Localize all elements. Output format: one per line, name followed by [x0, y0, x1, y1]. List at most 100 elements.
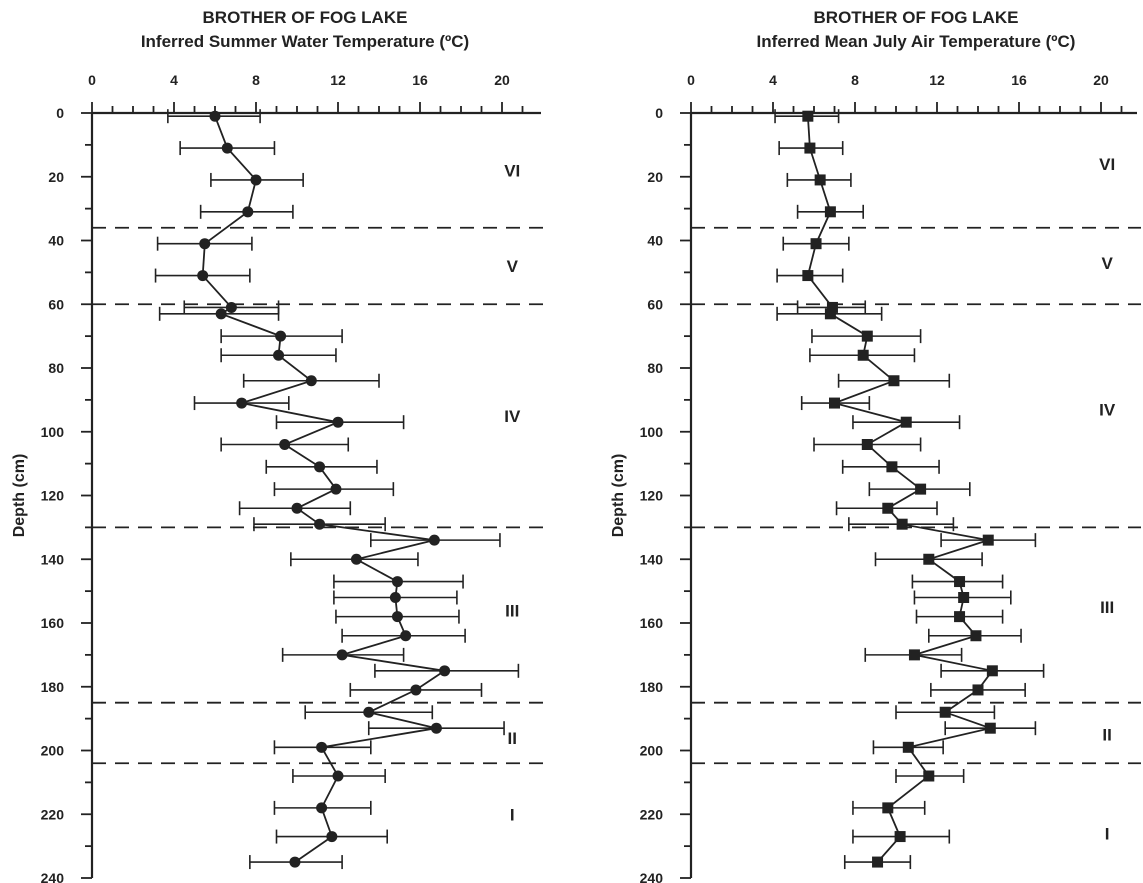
x-tick-label: 16: [1011, 72, 1027, 88]
y-tick-label: 140: [640, 551, 664, 567]
x-tick-label: 20: [494, 72, 510, 88]
x-tick-label: 12: [330, 72, 346, 88]
x-tick-label: 8: [851, 72, 859, 88]
y-axis-label: Depth (cm): [610, 454, 627, 538]
data-point: [305, 375, 317, 387]
x-tick-label: 12: [929, 72, 945, 88]
air-temperature-panel: BROTHER OF FOG LAKE Inferred Mean July Ai…: [610, 8, 1141, 883]
data-point: [857, 349, 869, 361]
data-point: [236, 397, 248, 409]
data-point: [915, 483, 927, 495]
data-point: [970, 630, 982, 642]
y-tick-label: 100: [640, 424, 664, 440]
data-point: [291, 502, 303, 514]
y-tick-label: 80: [48, 360, 64, 376]
data-point: [389, 592, 401, 603]
y-tick-label: 220: [640, 806, 664, 822]
data-point: [826, 301, 838, 313]
data-point: [209, 110, 221, 122]
data-point: [802, 270, 814, 282]
data-point: [824, 206, 836, 218]
zone-label: II: [508, 729, 517, 748]
data-point: [439, 665, 451, 677]
series-line: [201, 115, 448, 863]
x-tick-label: 4: [170, 72, 178, 88]
data-point: [872, 856, 884, 868]
data-point: [330, 483, 342, 495]
data-point: [984, 722, 996, 734]
zone-label: VI: [504, 161, 520, 180]
chart-title: BROTHER OF FOG LAKE: [203, 8, 408, 27]
data-point: [861, 439, 873, 450]
y-tick-label: 200: [41, 743, 65, 759]
zone-label: I: [510, 805, 515, 824]
data-point: [923, 553, 935, 565]
y-tick-label: 60: [48, 296, 64, 312]
data-point: [275, 330, 287, 342]
y-tick-label: 120: [41, 488, 65, 504]
y-tick-label: 0: [655, 105, 663, 121]
data-point: [215, 308, 227, 320]
y-tick-label: 160: [41, 615, 65, 631]
zone-label: II: [1102, 726, 1111, 745]
chart-subtitle: Inferred Mean July Air Temperature (ºC): [757, 32, 1076, 51]
data-point: [391, 576, 403, 588]
data-point: [939, 706, 951, 718]
data-point: [316, 741, 328, 753]
data-point: [982, 534, 994, 546]
zone-label: IV: [1099, 400, 1116, 419]
data-point: [986, 665, 998, 677]
data-point: [428, 534, 440, 546]
data-point: [923, 770, 935, 782]
data-point: [221, 142, 233, 154]
data-point: [814, 174, 826, 186]
x-tick-label: 0: [687, 72, 695, 88]
data-point: [326, 831, 338, 843]
data-point: [332, 770, 344, 782]
data-point: [958, 592, 970, 603]
data-point: [886, 461, 898, 473]
zone-label: III: [505, 601, 519, 620]
x-tick-label: 20: [1093, 72, 1109, 88]
x-tick-label: 4: [769, 72, 777, 88]
y-tick-label: 160: [640, 615, 664, 631]
data-point: [199, 238, 211, 250]
chart-subtitle: Inferred Summer Water Temperature (ºC): [141, 32, 469, 51]
data-point: [289, 856, 301, 868]
y-tick-label: 180: [41, 679, 65, 695]
zone-label: V: [1101, 254, 1113, 273]
data-point: [954, 576, 966, 588]
data-point: [900, 416, 912, 428]
y-tick-label: 120: [640, 488, 664, 504]
data-point: [861, 330, 873, 342]
data-point: [908, 649, 920, 661]
y-tick-label: 240: [41, 870, 65, 883]
water-temperature-panel: BROTHER OF FOG LAKE Inferred Summer Water…: [11, 8, 545, 883]
data-point: [273, 349, 285, 361]
data-point: [430, 722, 442, 734]
data-point: [279, 439, 291, 450]
data-point: [896, 518, 908, 530]
data-point: [314, 461, 326, 473]
data-point: [888, 375, 900, 387]
data-point: [810, 238, 822, 250]
y-tick-label: 0: [56, 105, 64, 121]
data-point: [882, 502, 894, 514]
data-point: [824, 308, 836, 320]
data-point: [882, 802, 894, 814]
data-point: [902, 741, 914, 753]
data-point: [391, 611, 403, 623]
y-tick-label: 140: [41, 551, 65, 567]
y-tick-label: 40: [647, 233, 663, 249]
data-point: [829, 397, 840, 409]
data-point: [350, 553, 362, 565]
data-point: [894, 831, 906, 843]
zone-label: VI: [1099, 155, 1115, 174]
data-point: [804, 142, 816, 154]
zone-label: III: [1100, 598, 1114, 617]
data-point: [250, 174, 262, 186]
y-tick-label: 100: [41, 424, 65, 440]
data-point: [225, 301, 237, 313]
